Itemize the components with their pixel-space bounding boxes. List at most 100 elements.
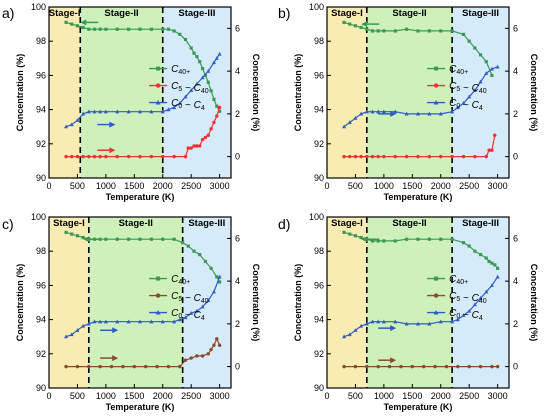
data-point <box>214 56 219 60</box>
data-point <box>149 109 154 114</box>
x-tick-label: 2000 <box>431 391 451 401</box>
direction-arrowhead <box>390 325 397 332</box>
data-point <box>347 332 352 337</box>
data-point <box>416 29 420 33</box>
data-point <box>353 364 358 369</box>
data-point <box>342 334 347 339</box>
y-left-tick-label: 100 <box>309 2 324 12</box>
x-tick-label: 2500 <box>459 391 479 401</box>
y-left-tick-label: 94 <box>36 105 46 115</box>
data-point <box>359 25 363 30</box>
data-point <box>387 364 392 369</box>
data-point <box>478 53 483 57</box>
data-point <box>472 302 477 307</box>
data-point <box>427 321 432 326</box>
y-right-tick-label: 4 <box>235 66 240 76</box>
y-left-axis-label: Concentration (%) <box>15 264 25 342</box>
data-point <box>132 364 137 369</box>
y-left-tick-label: 92 <box>36 139 46 149</box>
y-right-tick-label: 0 <box>235 152 240 162</box>
y-right-tick-label: 2 <box>235 319 240 329</box>
legend-label: C5 ~ C40 <box>171 81 209 95</box>
data-point <box>212 343 216 347</box>
data-point <box>198 253 202 257</box>
data-point <box>217 105 222 110</box>
y-left-axis-label: Concentration (%) <box>293 264 303 342</box>
stage-label: Stage-III <box>188 218 225 229</box>
x-tick-label: 1500 <box>402 391 422 401</box>
x-axis-label: Temperature (K) <box>106 402 175 412</box>
data-point <box>490 364 494 369</box>
data-point <box>461 241 466 245</box>
x-tick-label: 500 <box>70 181 85 191</box>
data-point <box>126 319 131 324</box>
x-tick-label: 2500 <box>181 181 201 191</box>
y-right-tick-label: 6 <box>513 23 518 33</box>
data-point <box>183 94 188 99</box>
data-point <box>393 109 398 114</box>
data-point <box>92 319 97 324</box>
stage-label: Stage-I <box>49 8 81 19</box>
data-point <box>496 266 500 270</box>
y-right-axis-label: Concentration (%) <box>529 54 539 132</box>
data-point <box>98 154 102 159</box>
data-point <box>490 148 494 152</box>
y-right-tick-label: 0 <box>513 152 518 162</box>
data-point <box>359 323 364 328</box>
data-point <box>81 323 86 328</box>
panel-label: b) <box>278 5 290 21</box>
data-point <box>484 154 488 159</box>
data-point <box>86 109 91 114</box>
data-point <box>186 244 190 248</box>
data-point <box>461 313 466 317</box>
data-point <box>376 239 380 243</box>
data-point <box>467 39 471 43</box>
data-point <box>393 29 397 33</box>
y-right-axis-label: Concentration (%) <box>251 264 261 342</box>
data-point <box>138 154 142 159</box>
x-tick-label: 0 <box>324 391 329 401</box>
series-line <box>343 276 499 338</box>
data-point <box>467 94 472 99</box>
data-point <box>473 249 477 253</box>
y-right-tick-label: 0 <box>513 362 518 372</box>
data-point <box>186 146 191 150</box>
series-line <box>65 21 221 112</box>
data-point <box>495 64 500 69</box>
x-tick-label: 2000 <box>153 391 173 401</box>
data-point <box>376 154 380 159</box>
series-line <box>343 66 498 128</box>
data-point <box>405 237 409 241</box>
data-point <box>138 27 142 31</box>
x-tick-label: 3000 <box>488 181 508 191</box>
x-tick-label: 3000 <box>210 391 230 401</box>
direction-arrowhead <box>109 121 116 128</box>
data-point <box>127 237 131 241</box>
y-right-axis-label: Concentration (%) <box>529 264 539 342</box>
data-point <box>490 73 494 77</box>
data-point <box>70 232 74 236</box>
data-point <box>104 237 108 241</box>
x-tick-label: 2500 <box>181 391 201 401</box>
x-tick-label: 3000 <box>210 181 230 191</box>
x-tick-label: 2500 <box>459 181 479 191</box>
x-tick-label: 2000 <box>431 181 451 191</box>
data-point <box>209 127 213 131</box>
data-point <box>121 364 125 369</box>
data-point <box>183 315 188 320</box>
data-point <box>473 46 477 50</box>
y-left-tick-label: 94 <box>314 105 324 115</box>
y-left-tick-label: 92 <box>314 349 324 359</box>
data-point <box>450 109 455 114</box>
data-point <box>172 319 177 324</box>
data-point <box>461 32 466 36</box>
y-right-tick-label: 4 <box>513 276 518 286</box>
data-point <box>218 280 222 284</box>
x-tick-label: 1000 <box>96 391 116 401</box>
y-left-tick-label: 94 <box>314 315 324 325</box>
data-point <box>487 148 491 152</box>
data-point <box>104 27 108 31</box>
data-point <box>138 237 142 241</box>
legend-label: C5 ~ C40 <box>171 291 209 305</box>
legend-marker <box>155 309 161 315</box>
